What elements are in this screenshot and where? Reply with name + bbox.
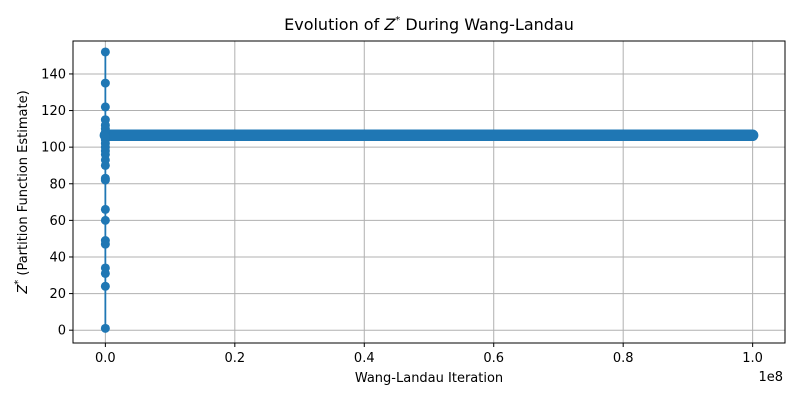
data-point (100, 215, 110, 225)
data-point (100, 204, 110, 214)
x-tick-label: 0.8 (613, 351, 634, 366)
data-point (100, 47, 110, 57)
x-tick-label: 1.0 (742, 351, 763, 366)
data-point (100, 236, 110, 246)
ticks: 0.0 0.2 0.4 0.6 0.8 1.0 0 20 40 60 80 100 120 140 (41, 67, 763, 366)
y-tick-label: 0 (58, 324, 66, 339)
y-tick-label: 80 (49, 177, 66, 192)
y-axis-label: Z* (Partition Function Estimate) (13, 90, 31, 294)
chart-title: Evolution of Z* During Wang-Landau (284, 15, 574, 34)
y-tick-label: 40 (49, 250, 66, 265)
x-axis-label: Wang-Landau Iteration (355, 371, 503, 386)
y-tick-label: 140 (41, 67, 66, 82)
data-point (100, 281, 110, 291)
data-point (100, 173, 110, 183)
y-tick-label: 100 (41, 141, 66, 156)
plot-frame (72, 40, 786, 344)
data-layer (99, 47, 759, 333)
data-point (100, 102, 110, 112)
y-tick-label: 20 (49, 287, 66, 302)
grid (73, 41, 785, 343)
y-tick-label: 120 (41, 104, 66, 119)
x-tick-label: 0.4 (354, 351, 375, 366)
x-offset-label: 1e8 (758, 370, 783, 385)
x-tick-label: 0.2 (224, 351, 245, 366)
data-point (100, 323, 110, 333)
x-tick-label: 0.0 (95, 351, 116, 366)
data-point (100, 78, 110, 88)
data-point (100, 149, 110, 159)
x-tick-label: 0.6 (483, 351, 504, 366)
data-point (100, 131, 110, 141)
data-point (100, 263, 110, 273)
y-tick-label: 60 (49, 214, 66, 229)
